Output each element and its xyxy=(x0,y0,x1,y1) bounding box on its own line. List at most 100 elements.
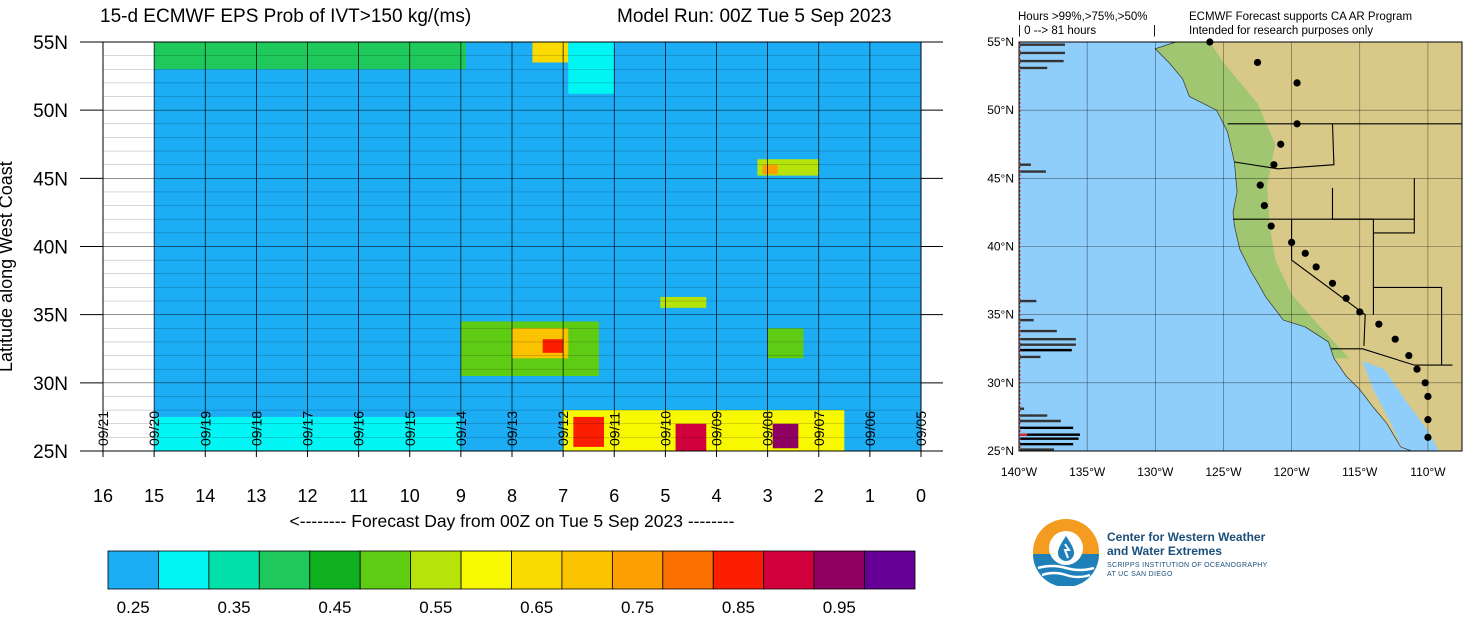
colorbar-tick-label: 0.25 xyxy=(117,598,150,617)
colorbar-bin xyxy=(611,550,664,590)
coast-point xyxy=(1260,202,1268,210)
y-tick-label: 35N xyxy=(33,306,68,327)
program-note-line2: Intended for research purposes only xyxy=(1189,25,1374,37)
date-label: 09/18 xyxy=(248,411,264,446)
coast-point xyxy=(1288,238,1296,247)
date-label: 09/09 xyxy=(709,411,725,446)
colorbar-tick-label: 0.35 xyxy=(218,598,251,617)
gulf-of-california xyxy=(1362,361,1439,451)
x-tick-label: 3 xyxy=(763,486,773,506)
x-tick-label: 7 xyxy=(558,486,568,506)
probability-colorbar: 0.25 0.35 0.45 0.55 0.65 0.75 0.85 0.95 xyxy=(107,550,916,617)
patch-north-55N-tail xyxy=(568,42,615,94)
colorbar-bin xyxy=(511,550,563,590)
date-label: 09/19 xyxy=(197,411,213,446)
hours-legend-line1: Hours >99%,>75%,>50% xyxy=(1018,11,1148,23)
x-tick-label: 16 xyxy=(93,486,113,506)
coastline xyxy=(1154,41,1463,452)
map-lon-label: 140°W xyxy=(1001,465,1038,479)
x-tick-label: 5 xyxy=(660,486,670,506)
date-label: 09/17 xyxy=(300,411,316,446)
coast-point xyxy=(1375,320,1383,328)
cw3e-logo-icon xyxy=(1033,519,1099,587)
x-tick-label: 12 xyxy=(297,486,317,506)
patch-south-26N-a xyxy=(573,416,605,447)
date-label: 09/07 xyxy=(811,411,827,446)
patch-mid-46N-core xyxy=(762,164,778,175)
colorbar-bin xyxy=(561,550,613,590)
patch-south-26N-c xyxy=(772,423,799,449)
coast-point xyxy=(1391,335,1399,343)
colorbar-bin xyxy=(309,550,361,590)
colorbar-tick-label: 0.55 xyxy=(419,598,452,617)
date-label: 09/05 xyxy=(913,411,929,446)
west-coast-map: 25°N 30°N 35°N 40°N 45°N 50°N 55°N 140°W 135°W 13… xyxy=(987,35,1463,479)
patch-north-55N xyxy=(154,42,466,70)
coast-point xyxy=(1328,279,1337,287)
colorbar-tick-label: 0.65 xyxy=(520,598,553,617)
colorbar-bin xyxy=(712,550,765,590)
coast-point xyxy=(1277,140,1285,148)
x-tick-label: 15 xyxy=(144,486,164,506)
coast-point xyxy=(1405,351,1413,360)
colorbar-tick-label: 0.45 xyxy=(318,598,351,617)
colorbar-bin xyxy=(460,550,512,590)
date-label: 09/21 xyxy=(95,411,111,446)
state-border xyxy=(1331,348,1453,366)
coast-point xyxy=(1356,308,1364,316)
y-tick-label: 45N xyxy=(33,169,68,190)
coast-point xyxy=(1424,433,1432,441)
logo-line1: Center for Western Weather xyxy=(1107,530,1266,544)
x-tick-label: 14 xyxy=(195,486,215,506)
patch-south-26N-b xyxy=(675,423,707,451)
coast-point xyxy=(1301,249,1309,257)
colorbar-bin xyxy=(107,550,159,590)
x-axis-label: <-------- Forecast Day from 00Z on Tue 5… xyxy=(290,511,735,531)
date-label: 09/13 xyxy=(504,411,520,446)
coast-point xyxy=(1253,58,1262,67)
colorbar-bin xyxy=(158,550,210,590)
x-tick-label: 1 xyxy=(865,486,875,506)
x-tick-label: 10 xyxy=(400,486,420,506)
colorbar-bin xyxy=(359,550,412,590)
y-tick-label: 30N xyxy=(33,374,68,395)
program-note: ECMWF Forecast supports CA AR Program In… xyxy=(1189,10,1412,38)
program-note-line1: ECMWF Forecast supports CA AR Program xyxy=(1189,11,1413,23)
coastal-vegetation xyxy=(1155,42,1349,359)
x-tick-label: 9 xyxy=(456,486,466,506)
date-label: 09/15 xyxy=(402,411,418,446)
logo-line4: AT UC SAN DIEGO xyxy=(1107,571,1173,578)
coast-point xyxy=(1421,379,1429,387)
map-lon-label: 110°W xyxy=(1410,465,1446,479)
hours-legend-bar: | xyxy=(1153,25,1156,37)
logo-line2: and Water Extremes xyxy=(1107,544,1222,558)
coast-point xyxy=(1293,120,1301,128)
state-border xyxy=(1373,178,1415,234)
map-frame xyxy=(1018,41,1463,452)
coast-point xyxy=(1424,392,1432,401)
date-label: 09/06 xyxy=(862,411,878,446)
x-tick-label: 6 xyxy=(609,486,619,506)
x-tick-label: 2 xyxy=(814,486,824,506)
y-tick-label: 40N xyxy=(33,238,68,259)
map-lat-label: 45°N xyxy=(987,171,1014,185)
colorbar-bin xyxy=(258,550,311,590)
coast-point xyxy=(1270,161,1278,169)
colorbar-bin xyxy=(662,550,714,590)
x-tick-label: 11 xyxy=(349,486,368,506)
map-lon-label: 125°W xyxy=(1205,465,1242,479)
date-label: 09/10 xyxy=(657,411,673,446)
x-tick-label: 0 xyxy=(916,486,926,506)
hours-legend: Hours >99%,>75%,>50% | 0 --> 81 hours xyxy=(1018,10,1147,38)
patch-north-55N-core xyxy=(532,42,569,63)
coast-point xyxy=(1267,222,1275,230)
map-lon-label: 135°W xyxy=(1069,465,1106,479)
cw3e-logo xyxy=(1032,518,1100,587)
colorbar-bin xyxy=(410,550,462,590)
patch-lat-33N-east xyxy=(767,328,804,359)
y-tick-label: 25N xyxy=(33,442,68,463)
hours-legend-line2: | 0 --> 81 hours xyxy=(1018,25,1097,37)
colorbar-tick-label: 0.95 xyxy=(823,598,856,617)
coast-point xyxy=(1312,263,1320,271)
